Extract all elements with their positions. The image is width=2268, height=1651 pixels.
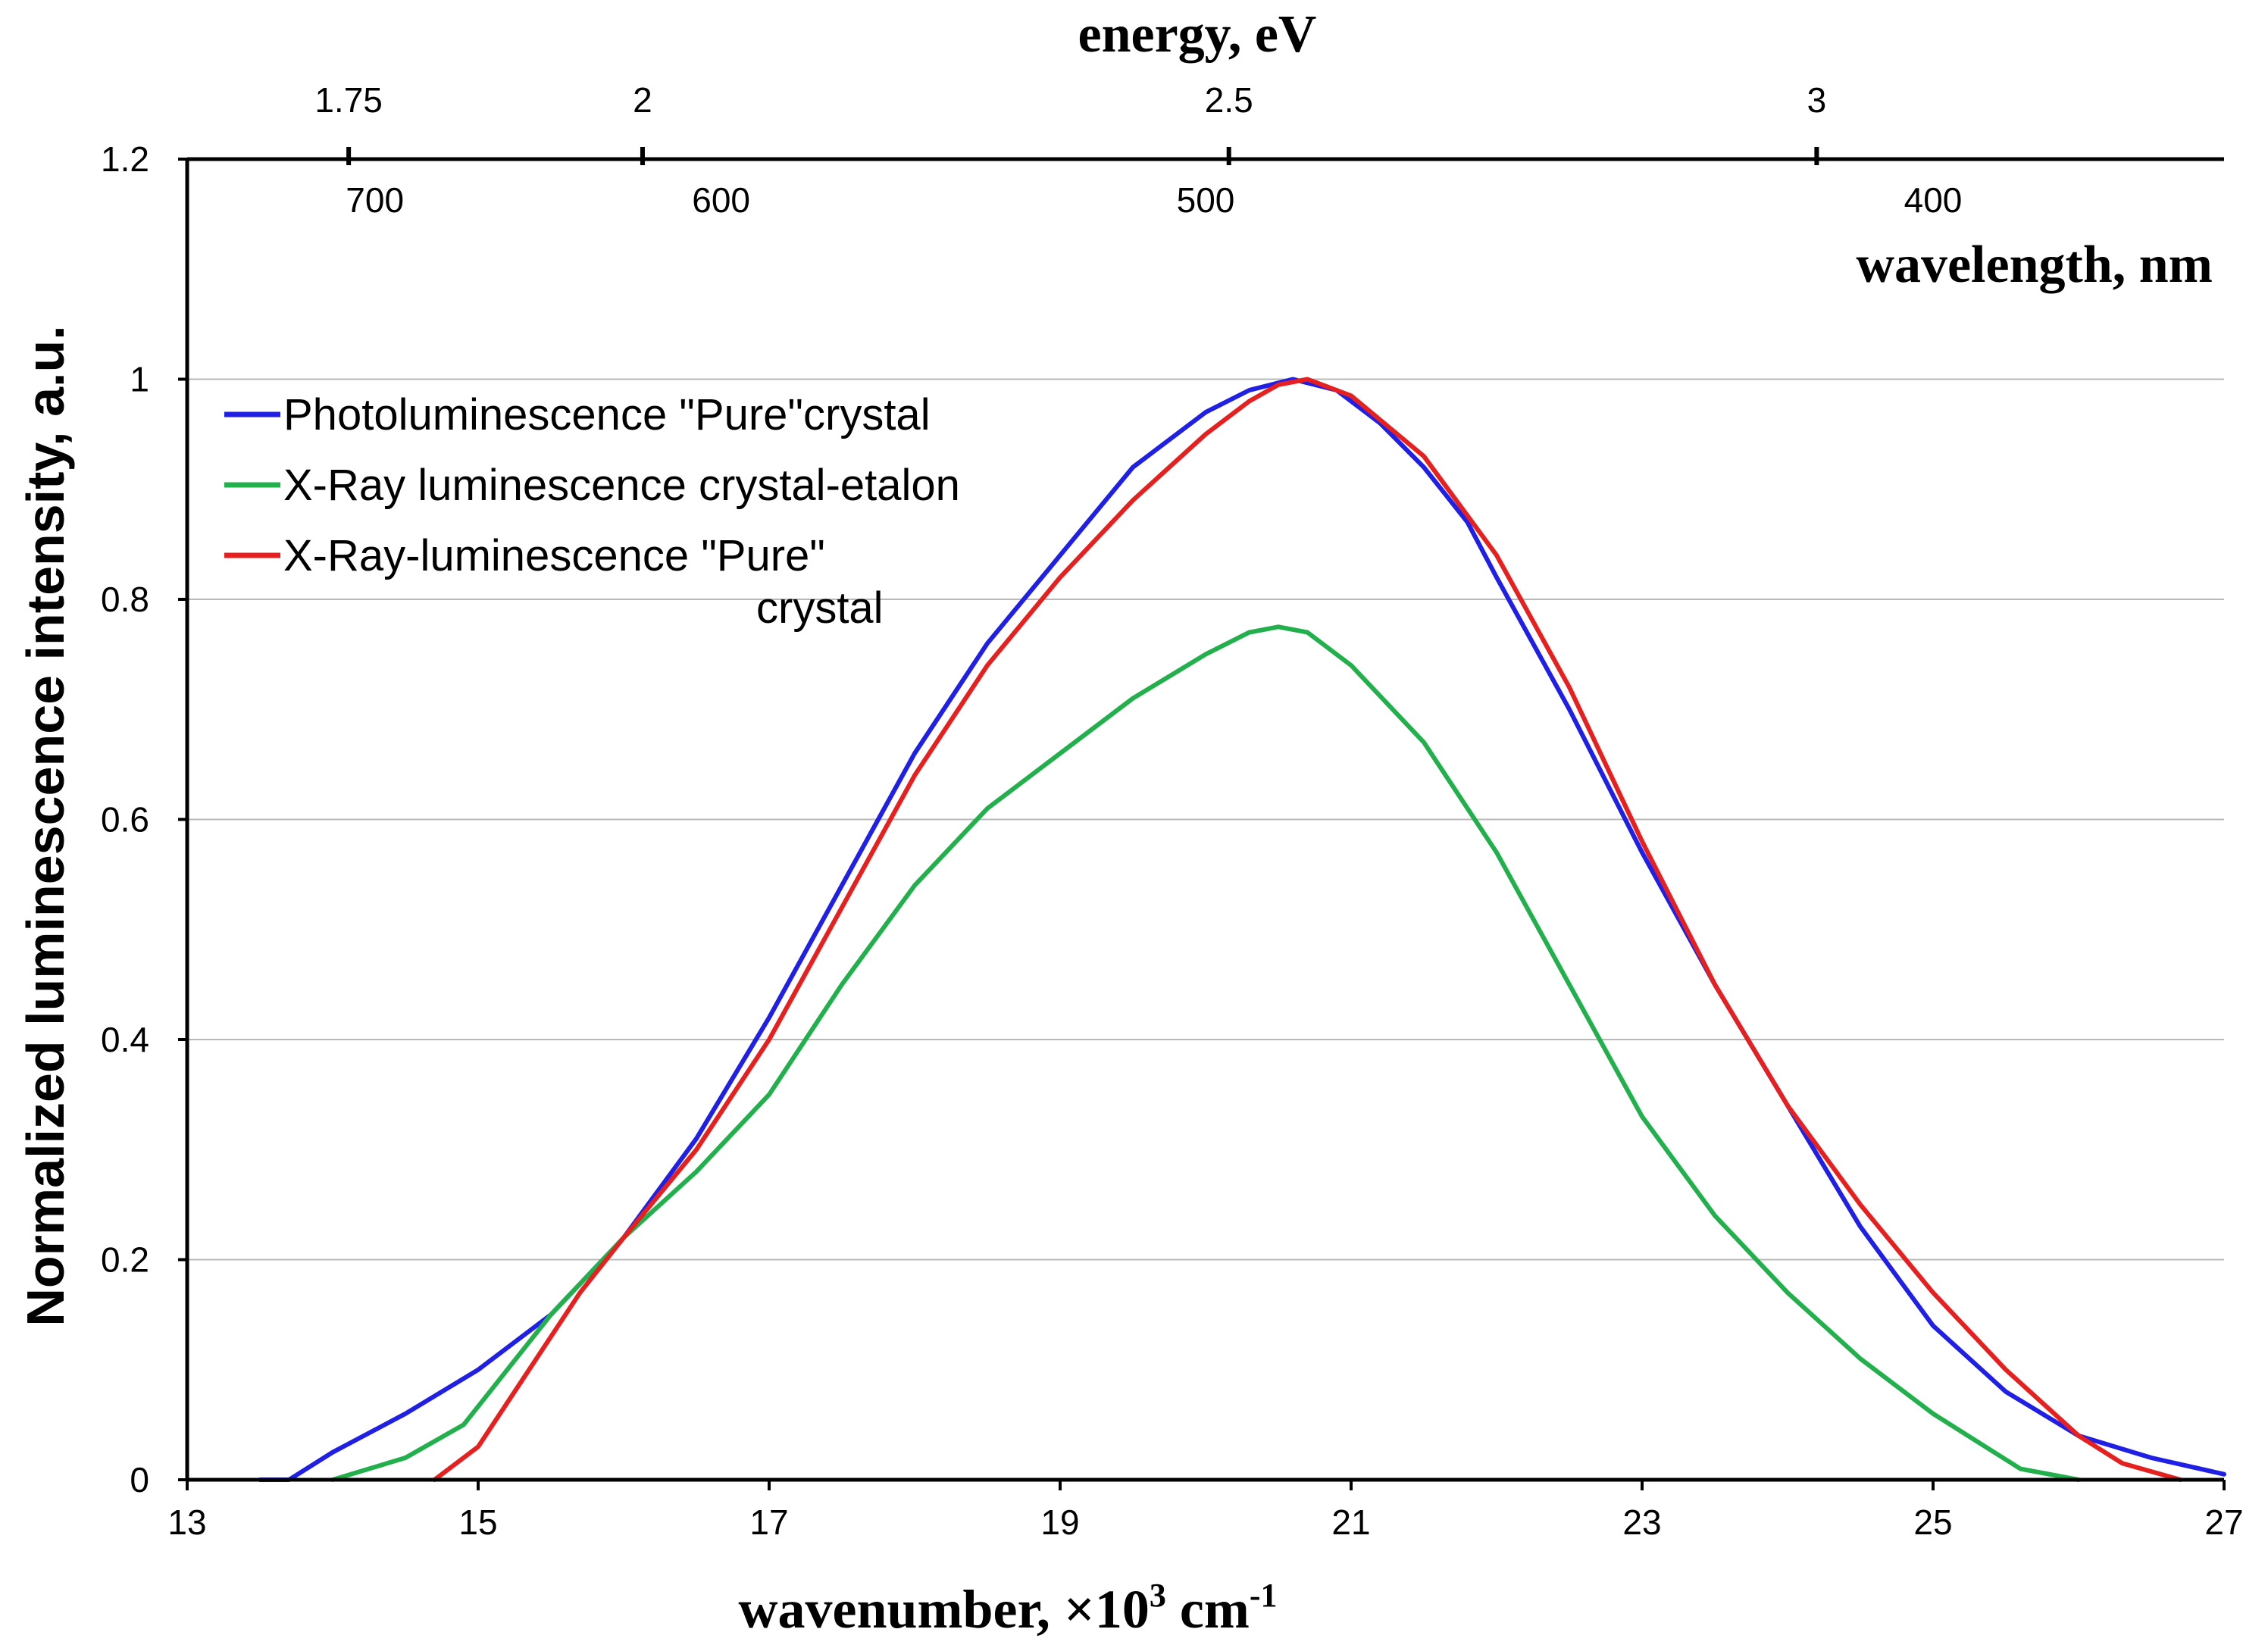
legend: Photoluminescence "Pure"crystal X-Ray lu… (224, 390, 960, 633)
top-axis-title: energy, eV (1078, 5, 1317, 64)
x-tick-label: 13 (167, 1502, 206, 1542)
x-tick-label: 19 (1040, 1502, 1079, 1542)
y-tick-label: 1 (130, 360, 149, 399)
x-tick-label: 17 (749, 1502, 788, 1542)
y-tick-label: 0 (130, 1460, 149, 1499)
x-tick-label: 15 (458, 1502, 497, 1542)
energy-tick-label: 2 (633, 80, 652, 120)
grid-lines (187, 378, 2224, 1261)
wavelength-tick-label: 600 (692, 180, 750, 220)
wavelength-axis-title: wavelength, nm (1856, 236, 2213, 294)
axes: 0 0.2 0.4 0.6 0.8 1 1.2 13 15 17 19 21 23 25 27 1.75 2 2.… (101, 80, 2244, 1542)
x-tick-label: 25 (1913, 1502, 1952, 1542)
wavelength-tick-label: 700 (346, 180, 404, 220)
wavelength-tick-label: 500 (1177, 180, 1235, 220)
x-tick-label: 21 (1331, 1502, 1370, 1542)
x-axis-title-sup: 3 (1150, 1577, 1166, 1614)
legend-label-photoluminescence: Photoluminescence "Pure"crystal (283, 390, 931, 439)
legend-label-xray-pure-line2: crystal (756, 583, 884, 633)
energy-tick-label: 3 (1807, 80, 1827, 120)
legend-label-xray-pure: X-Ray-luminescence "Pure" (283, 531, 825, 580)
x-axis-title: wavenumber, ×103 cm-1 (739, 1577, 1278, 1640)
x-axis-title-unit-sup: -1 (1250, 1577, 1278, 1614)
x-axis-title-main: wavenumber, ×10 (739, 1579, 1150, 1640)
y-tick-label: 0.2 (101, 1240, 149, 1280)
series-layer (258, 377, 2226, 1482)
series-line-x-ray-luminescence-pure-crystal (432, 377, 2183, 1482)
y-tick-label: 0.8 (101, 580, 149, 619)
x-tick-label: 23 (1622, 1502, 1661, 1542)
wavelength-tick-label: 400 (1904, 180, 1963, 220)
series-line-x-ray-luminescence-crystal-etalon (330, 624, 2081, 1482)
legend-label-xray-etalon: X-Ray luminescence crystal-etalon (283, 461, 960, 510)
y-axis-title: Normalized luminescence intensity, a.u. (16, 325, 75, 1326)
x-axis-title-unit: cm (1166, 1579, 1250, 1640)
energy-tick-label: 2.5 (1205, 80, 1253, 120)
y-tick-label: 1.2 (101, 139, 149, 179)
energy-tick-label: 1.75 (314, 80, 383, 120)
y-tick-label: 0.4 (101, 1020, 149, 1059)
y-tick-label: 0.6 (101, 800, 149, 840)
x-tick-label: 27 (2204, 1502, 2243, 1542)
